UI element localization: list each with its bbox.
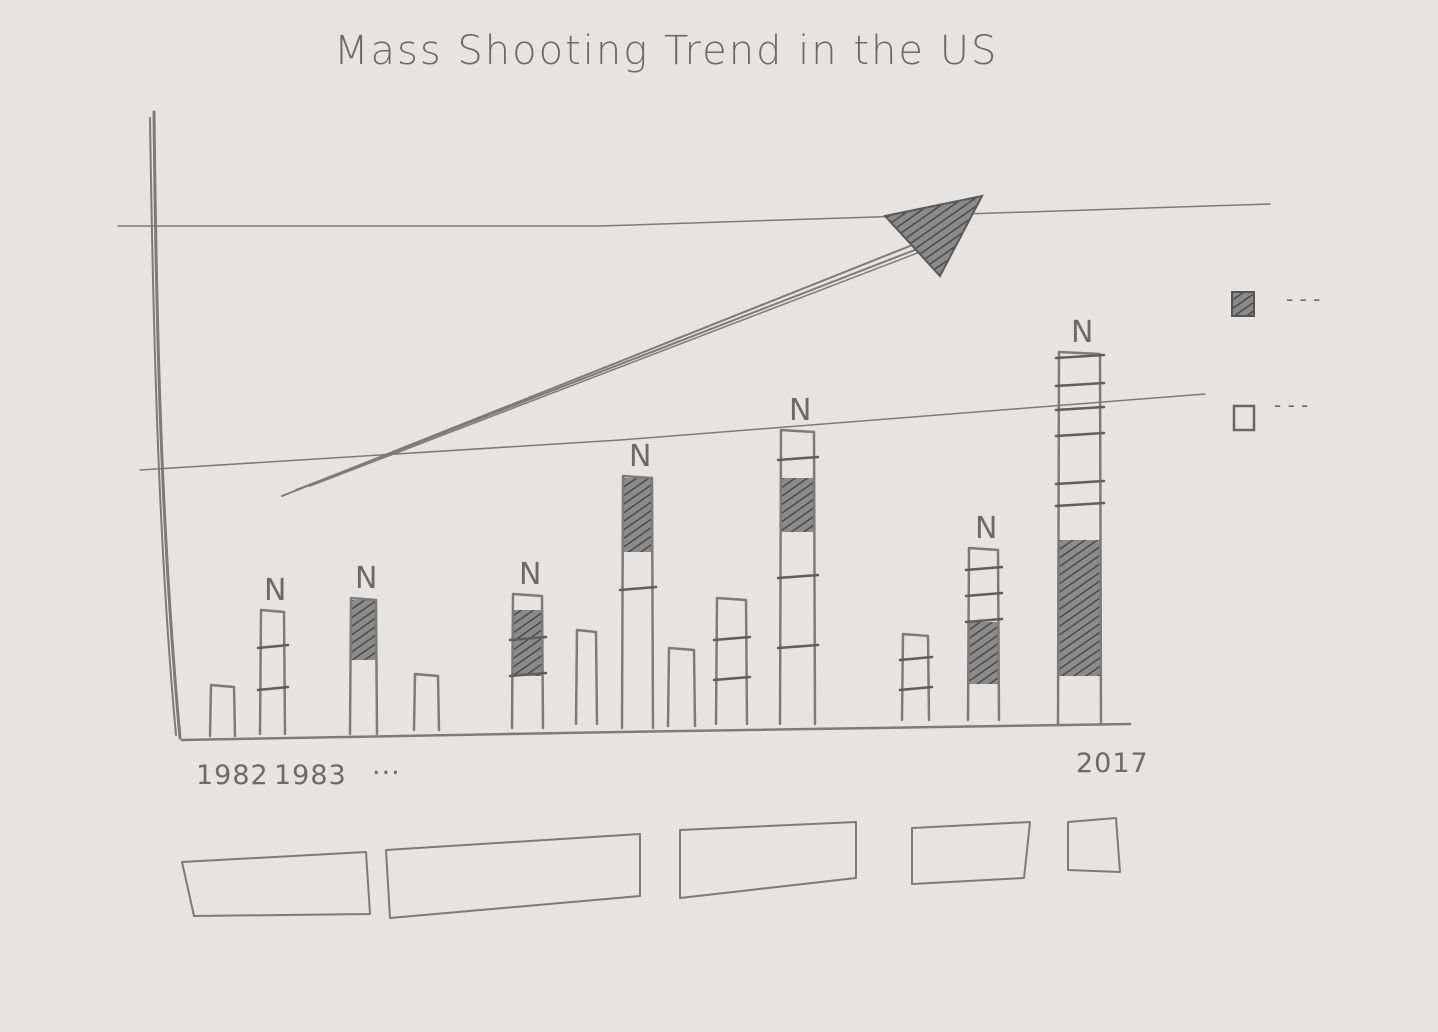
bar-outline xyxy=(966,546,1001,722)
bar-segment-divider xyxy=(712,635,752,642)
bar-segment-divider xyxy=(898,655,934,662)
bar-label: N xyxy=(1071,315,1093,350)
bar-shaded-segment xyxy=(780,478,814,532)
bar-outline xyxy=(258,608,287,736)
bars-group: N N N N N N N xyxy=(208,315,1106,738)
bar-segment-divider xyxy=(618,585,658,592)
bar-segment-divider xyxy=(964,565,1004,572)
control-box-1[interactable] xyxy=(181,851,371,917)
bar-segment-divider xyxy=(776,643,820,650)
legend-label: - - - xyxy=(1274,393,1308,417)
bar-label: N xyxy=(789,393,811,428)
bar-outline xyxy=(620,474,655,730)
control-box-4[interactable] xyxy=(911,821,1031,885)
chart-title: Mass Shooting Trend in the US xyxy=(334,28,998,74)
bar-outline xyxy=(412,672,441,732)
bar-segment-divider xyxy=(256,643,290,650)
bar-segment-divider xyxy=(1054,353,1106,360)
bar xyxy=(898,632,934,722)
bar-segment-divider xyxy=(898,685,934,692)
bar-segment-divider xyxy=(1054,405,1106,412)
control-box-3[interactable] xyxy=(679,821,857,899)
bar-shaded-segment xyxy=(350,600,376,660)
bar-outline xyxy=(574,628,599,726)
controls-row xyxy=(181,817,1121,919)
bar-outline xyxy=(714,596,749,726)
bar: N xyxy=(618,439,658,730)
x-tick-label: 1982 xyxy=(196,760,269,791)
bar-label: N xyxy=(519,557,541,592)
bar-segment-divider xyxy=(964,617,1004,624)
legend-swatch-filled xyxy=(1231,291,1255,317)
bar: N xyxy=(1054,315,1106,726)
bar-label: N xyxy=(975,511,997,546)
bar: N xyxy=(256,573,290,736)
bar-shaded-segment xyxy=(622,478,652,552)
x-axis xyxy=(180,722,1132,742)
reference-line-lower xyxy=(139,393,1206,471)
bar-label: N xyxy=(629,439,651,474)
bar-segment-divider xyxy=(712,675,752,682)
bar-outline xyxy=(900,632,931,722)
bar: N xyxy=(776,393,820,726)
legend: - - - - - - xyxy=(1231,287,1320,432)
bar-segment-divider xyxy=(1054,431,1106,438)
y-axis-stroke-2 xyxy=(149,117,177,736)
bar xyxy=(666,646,697,728)
bar-segment-divider xyxy=(508,671,548,678)
control-box-5[interactable] xyxy=(1067,817,1121,873)
reference-line-upper xyxy=(117,203,1271,227)
trend-arrow xyxy=(281,194,984,497)
bar xyxy=(574,628,599,726)
bar-outline xyxy=(348,596,379,736)
bar-shaded-segment xyxy=(512,610,542,676)
legend-label: - - - xyxy=(1286,287,1320,311)
control-box-2[interactable] xyxy=(385,833,641,919)
bar-shaded-segment xyxy=(968,622,998,684)
x-tick-label: 1983 xyxy=(274,760,347,791)
bar: N xyxy=(348,561,379,736)
bar-segment-divider xyxy=(1054,381,1106,388)
bar-label: N xyxy=(264,573,286,608)
x-tick-label: ... xyxy=(372,750,401,781)
legend-swatch-empty xyxy=(1232,404,1256,432)
bar-segment-divider xyxy=(508,635,548,642)
bar xyxy=(208,683,237,738)
bar-segment-divider xyxy=(1054,479,1106,486)
bar-segment-divider xyxy=(964,591,1004,598)
bar-segment-divider xyxy=(776,455,820,462)
bar-segment-divider xyxy=(1054,501,1106,508)
bar-outline xyxy=(510,592,545,730)
bar-outline xyxy=(666,646,697,728)
bar xyxy=(412,672,441,732)
bar-outline xyxy=(1056,350,1103,726)
bar-outline xyxy=(208,683,237,738)
bar: N xyxy=(964,511,1004,722)
bar-segment-divider xyxy=(256,685,290,692)
bar-segment-divider xyxy=(776,573,820,580)
y-axis xyxy=(152,110,182,740)
bar xyxy=(712,596,752,726)
bar: N xyxy=(508,557,548,730)
bar-shaded-segment xyxy=(1058,540,1100,676)
x-tick-label: 2017 xyxy=(1076,748,1149,779)
bar-label: N xyxy=(355,561,377,596)
